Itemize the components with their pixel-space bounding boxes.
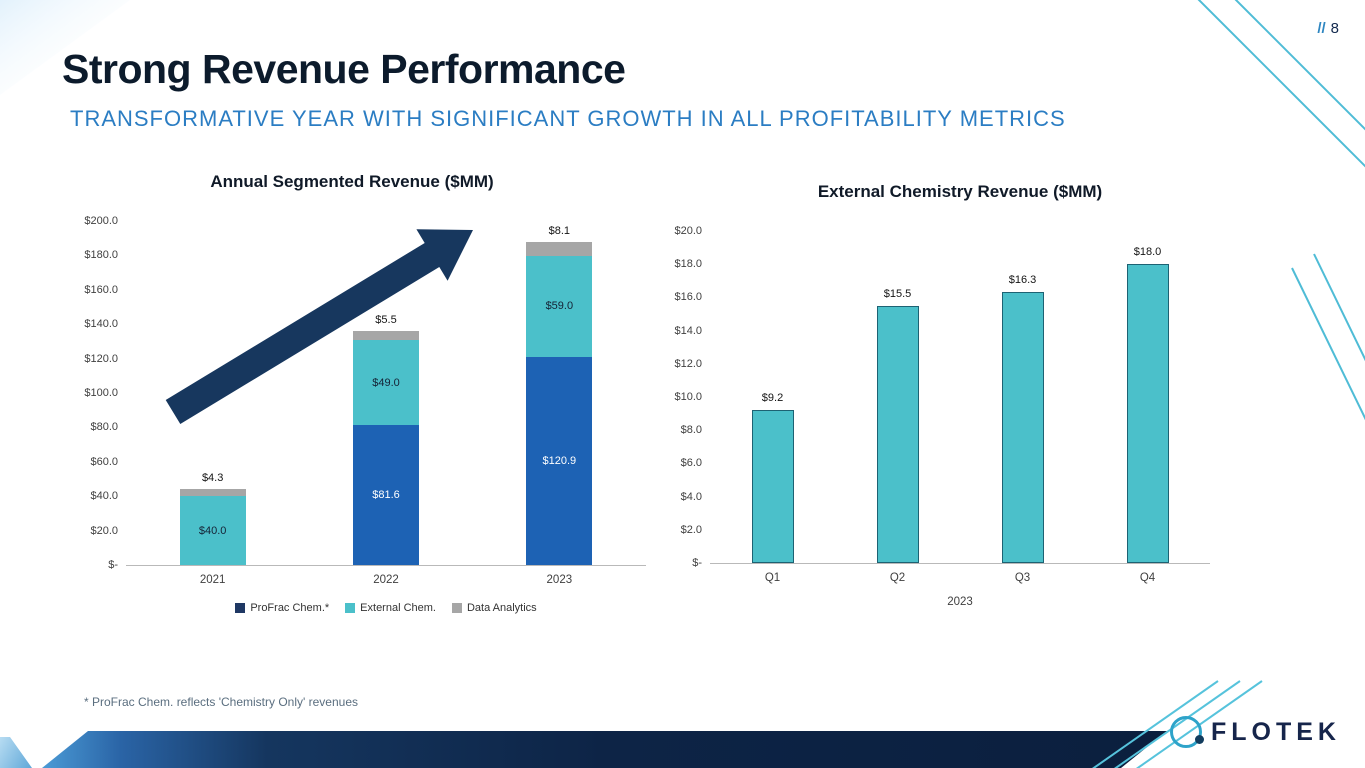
page-number: //8	[1317, 20, 1339, 37]
y-axis-tick-label: $-	[108, 559, 118, 571]
y-axis-tick-label: $-	[692, 557, 702, 569]
bar-segment: $49.0	[353, 340, 419, 425]
legend-label: Data Analytics	[466, 602, 537, 614]
bar-segment	[179, 488, 246, 497]
y-axis-tick-label: $20.0	[90, 524, 118, 537]
bar-value-label: $81.6	[372, 488, 400, 501]
bar	[876, 305, 919, 563]
bar	[1001, 292, 1044, 563]
legend-swatch	[451, 603, 462, 613]
y-axis-tick-label: $60.0	[90, 455, 118, 468]
bar-value-label: $49.0	[372, 376, 400, 389]
top-right-diagonal-lines	[1197, 0, 1365, 168]
legend-item: Data Analytics	[451, 602, 537, 614]
chart-title: External Chemistry Revenue ($MM)	[817, 182, 1103, 201]
y-axis-tick-label: $80.0	[90, 421, 118, 434]
y-axis-tick-label: $20.0	[674, 225, 702, 237]
legend-item: External Chem.	[345, 602, 436, 614]
x-axis-tick-label: 2023	[546, 574, 573, 586]
bar-segment	[353, 330, 419, 341]
stacked-bar-plot-area: $- $20.0 $40.0 $60.0 $80.0 $100.0 $120.0 $140.0…	[84, 215, 646, 586]
bottom-left-accent	[0, 737, 32, 768]
y-axis-tick-label: $8.0	[680, 424, 702, 437]
bar	[1126, 264, 1169, 563]
x-axis-tick-label: Q2	[889, 572, 906, 584]
mid-right-diagonal-lines	[1291, 253, 1365, 421]
legend-swatch	[235, 603, 246, 613]
y-axis-tick-label: $120.0	[84, 352, 118, 365]
legend-label: External Chem.	[360, 602, 436, 614]
x-axis-title: 2023	[947, 596, 973, 608]
bar-value-label: $15.5	[883, 287, 912, 300]
x-axis-tick-label: Q4	[1139, 572, 1156, 584]
footnote: * ProFrac Chem. reflects 'Chemistry Only…	[84, 695, 358, 709]
bar-value-label: $120.9	[542, 455, 577, 468]
x-axis-tick-label: 2021	[199, 574, 226, 586]
bar-value-label: $59.0	[545, 300, 574, 313]
x-axis-tick-label: Q3	[1014, 572, 1031, 584]
subtitle: TRANSFORMATIVE YEAR WITH SIGNIFICANT GRO…	[70, 106, 1066, 131]
bar-value-label: $18.0	[1133, 246, 1162, 259]
y-axis-tick-label: $40.0	[90, 490, 118, 503]
bar-value-label: $8.1	[548, 224, 571, 237]
y-axis-tick-label: $160.0	[84, 283, 118, 296]
bar-value-label: $5.5	[375, 313, 397, 326]
page-title: Strong Revenue Performance	[62, 46, 626, 92]
legend-item: ProFrac Chem.*	[235, 602, 329, 614]
bar-segment: $120.9	[526, 357, 593, 565]
bar-value-label: $40.0	[198, 524, 227, 537]
y-axis-tick-label: $10.0	[674, 391, 702, 403]
legend-swatch	[345, 603, 356, 613]
legend-label: ProFrac Chem.*	[250, 602, 330, 614]
flotek-logo: FLOTEK	[1170, 716, 1341, 748]
bar-value-label: $4.3	[201, 471, 224, 484]
bar-segment: $40.0	[179, 496, 246, 565]
y-axis-tick-label: $2.0	[680, 523, 702, 536]
y-axis-tick-label: $18.0	[674, 258, 702, 271]
bar-value-label: $16.3	[1008, 274, 1037, 287]
chart-legend: ProFrac Chem.* External Chem. Data Analyti…	[126, 602, 646, 614]
bar-value-label: $9.2	[761, 392, 784, 405]
external-chemistry-revenue-chart: External Chemistry Revenue ($MM) $- $2.0 $…	[655, 182, 1235, 642]
y-axis-tick-label: $180.0	[84, 249, 118, 262]
y-axis-tick-label: $6.0	[680, 457, 702, 470]
annual-segmented-revenue-chart: Annual Segmented Revenue ($MM) $- $20.0 $4…	[68, 172, 658, 652]
y-axis-tick-label: $4.0	[680, 490, 702, 503]
y-axis-tick-label: $12.0	[674, 357, 702, 370]
chart-title: Annual Segmented Revenue ($MM)	[210, 172, 494, 191]
bar-segment: $81.6	[353, 424, 419, 565]
flotek-logo-text: FLOTEK	[1211, 717, 1341, 746]
y-axis-tick-label: $200.0	[84, 215, 118, 227]
page-number-slashes: //	[1317, 20, 1326, 37]
bar-segment: $59.0	[526, 255, 593, 358]
x-axis-tick-label: Q1	[764, 572, 781, 584]
x-axis-tick-label: 2022	[373, 574, 399, 586]
y-axis-tick-label: $140.0	[84, 318, 118, 331]
bar	[751, 410, 794, 563]
y-axis-tick-label: $100.0	[84, 387, 118, 399]
bottom-band	[42, 731, 1167, 768]
bar-plot-area: $- $2.0 $4.0 $6.0 $8.0 $10.0 $12.0 $14.0 $16.0 $1…	[674, 225, 1210, 584]
y-axis-tick-label: $16.0	[674, 291, 702, 304]
y-axis-tick-label: $14.0	[674, 324, 702, 337]
flotek-orbit-icon	[1170, 716, 1204, 748]
bar-segment	[526, 241, 593, 256]
